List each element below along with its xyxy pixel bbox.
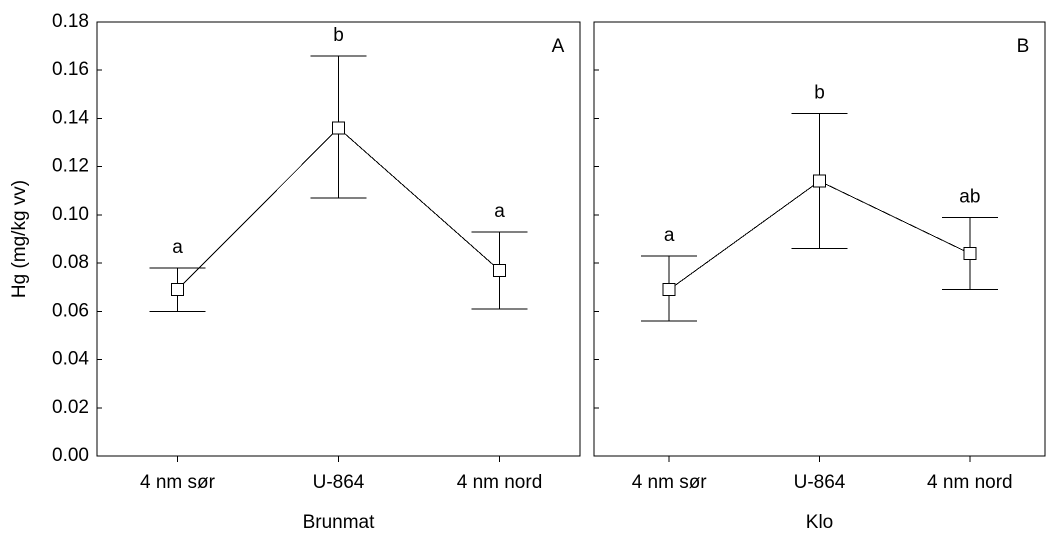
- significance-letter: a: [172, 237, 183, 258]
- x-axis-label: Klo: [806, 512, 833, 533]
- marker: [813, 174, 826, 188]
- x-tick-label: 4 nm sør: [140, 472, 216, 493]
- x-tick-label: U-864: [794, 472, 846, 493]
- y-axis-label: Hg (mg/kg vv): [9, 180, 30, 298]
- y-tick-label: 0.12: [52, 156, 89, 177]
- y-tick-label: 0.02: [52, 397, 89, 418]
- panel-label: A: [552, 36, 565, 57]
- significance-letter: ab: [959, 186, 980, 207]
- y-tick-label: 0.10: [52, 204, 89, 225]
- y-tick-label: 0.00: [52, 445, 89, 466]
- x-axis-label: Brunmat: [303, 512, 376, 533]
- significance-letter: a: [494, 201, 505, 222]
- significance-letter: a: [664, 225, 675, 246]
- significance-letter: b: [814, 83, 825, 104]
- y-tick-label: 0.14: [52, 107, 89, 128]
- y-tick-label: 0.18: [52, 11, 89, 32]
- marker: [963, 246, 977, 260]
- x-tick-label: U-864: [313, 472, 365, 493]
- x-tick-label: 4 nm nord: [927, 472, 1013, 493]
- marker: [171, 283, 184, 297]
- panel-label: B: [1017, 36, 1030, 57]
- marker: [332, 121, 345, 135]
- y-tick-label: 0.04: [52, 349, 89, 370]
- x-tick-label: 4 nm nord: [457, 472, 543, 493]
- y-tick-label: 0.08: [52, 252, 89, 273]
- x-tick-label: 4 nm sør: [632, 472, 708, 493]
- y-tick-label: 0.16: [52, 59, 89, 80]
- marker: [493, 263, 506, 277]
- y-tick-label: 0.06: [52, 300, 89, 321]
- marker: [662, 283, 676, 297]
- significance-letter: b: [333, 25, 344, 46]
